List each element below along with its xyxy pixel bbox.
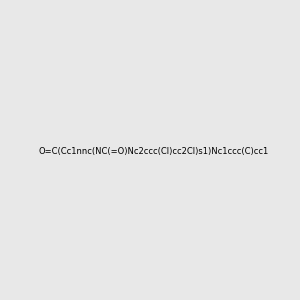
Text: O=C(Cc1nnc(NC(=O)Nc2ccc(Cl)cc2Cl)s1)Nc1ccc(C)cc1: O=C(Cc1nnc(NC(=O)Nc2ccc(Cl)cc2Cl)s1)Nc1c… (39, 147, 269, 156)
